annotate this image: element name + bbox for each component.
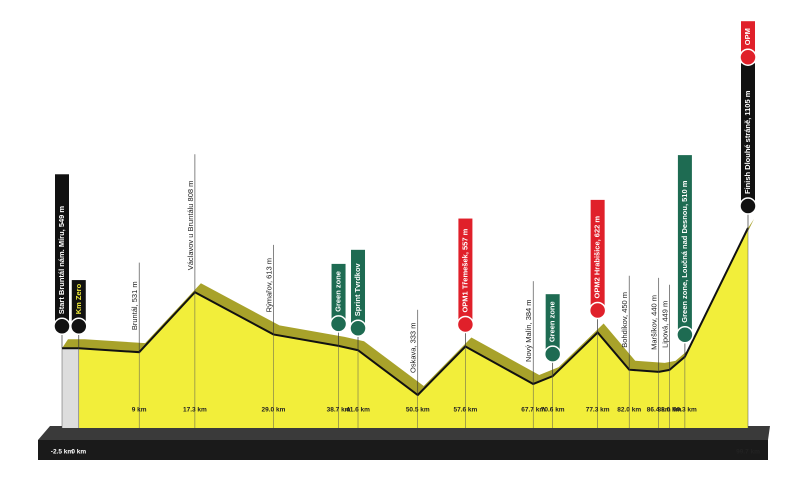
flag-icon xyxy=(70,317,88,336)
km-label: 57.6 km xyxy=(453,407,477,414)
km-label: 38.7 km xyxy=(327,407,351,414)
place-label: Bruntál, 531 m xyxy=(130,281,139,330)
place-label: Nový Malín, 384 m xyxy=(524,299,533,362)
flag-label: Sprint Tvrdkov xyxy=(353,262,362,316)
km-label: 82.0 km xyxy=(617,407,641,414)
flag xyxy=(590,199,605,311)
flag-icon xyxy=(349,319,367,337)
km-label: 9 km xyxy=(132,407,147,414)
flag-icon xyxy=(676,325,694,344)
km-label: 0 km xyxy=(71,449,86,456)
flag-label: Green zone xyxy=(548,301,557,342)
profile-area xyxy=(62,228,748,428)
km-label: 77.3 km xyxy=(586,407,610,414)
top-flag xyxy=(741,21,755,58)
km-label: 17.3 km xyxy=(183,407,207,414)
flag xyxy=(351,249,366,329)
flag xyxy=(545,294,560,355)
base-strip xyxy=(38,440,768,460)
flag xyxy=(55,174,69,327)
flag-label: Finish Dlouhé stráně, 1105 m xyxy=(743,90,752,194)
km-label: -2.5 km xyxy=(51,449,74,456)
flag-label: Green zone, Loučná nad Desnou, 510 m xyxy=(680,180,689,322)
flag xyxy=(677,155,692,335)
flag-label: Km Zero xyxy=(74,283,83,314)
place-label: Václavov u Bruntálu 808 m xyxy=(186,181,195,271)
flag-icon xyxy=(588,301,607,320)
km-label: 90.3 km xyxy=(673,407,697,414)
km-label: 50.5 km xyxy=(406,407,430,414)
flag xyxy=(741,63,755,207)
top-flag-label: OPM xyxy=(743,28,752,45)
base-top xyxy=(38,426,770,440)
flag-label: OPM2 Hrabišice, 622 m xyxy=(593,216,602,299)
place-label: Bohdíkov, 450 m xyxy=(620,292,629,348)
km-label: 29.0 km xyxy=(262,407,286,414)
place-label: Maršíkov, 440 m xyxy=(650,295,659,350)
place-label: Oskava, 333 m xyxy=(409,323,418,373)
km-label: 70.6 km xyxy=(541,407,565,414)
flag-icon xyxy=(543,345,562,363)
flag-label: Green zone xyxy=(334,271,343,312)
flag-icon xyxy=(456,315,475,334)
place-label: Lipová, 449 m xyxy=(660,301,669,348)
flag-icon xyxy=(53,317,71,336)
flag-label: OPM1 Třemešek, 557 m xyxy=(460,228,469,312)
km-label: 67.7 km xyxy=(521,407,545,414)
flag xyxy=(331,263,346,324)
km-label: 99.7 km xyxy=(736,449,760,456)
km-label: 88.0 km xyxy=(658,407,682,414)
km-label: 86.4 km xyxy=(647,407,671,414)
km-label: 41.6 km xyxy=(346,407,370,414)
flag xyxy=(458,218,473,325)
top-flag-icon xyxy=(739,48,757,66)
place-label: Rýmařov, 613 m xyxy=(264,258,273,312)
flag-icon xyxy=(329,315,348,333)
flag-icon xyxy=(739,197,757,215)
flag xyxy=(71,280,86,327)
flag-label: Start Bruntál nám. Míru, 549 m xyxy=(57,206,66,315)
neutral-zone xyxy=(62,348,79,428)
